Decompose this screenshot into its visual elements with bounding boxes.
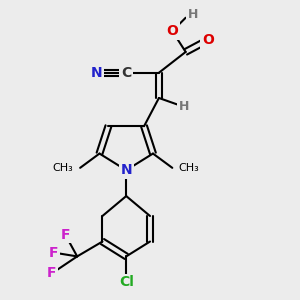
Text: N: N bbox=[91, 66, 102, 80]
Text: C: C bbox=[121, 66, 131, 80]
Text: F: F bbox=[61, 228, 70, 242]
Text: O: O bbox=[202, 33, 214, 47]
Text: N: N bbox=[120, 163, 132, 177]
Text: CH₃: CH₃ bbox=[53, 164, 74, 173]
Text: CH₃: CH₃ bbox=[178, 164, 199, 173]
Text: O: O bbox=[167, 24, 178, 38]
Text: Cl: Cl bbox=[119, 275, 134, 289]
Text: H: H bbox=[179, 100, 189, 113]
Text: F: F bbox=[49, 245, 58, 260]
Text: F: F bbox=[47, 266, 57, 280]
Text: H: H bbox=[188, 8, 198, 21]
